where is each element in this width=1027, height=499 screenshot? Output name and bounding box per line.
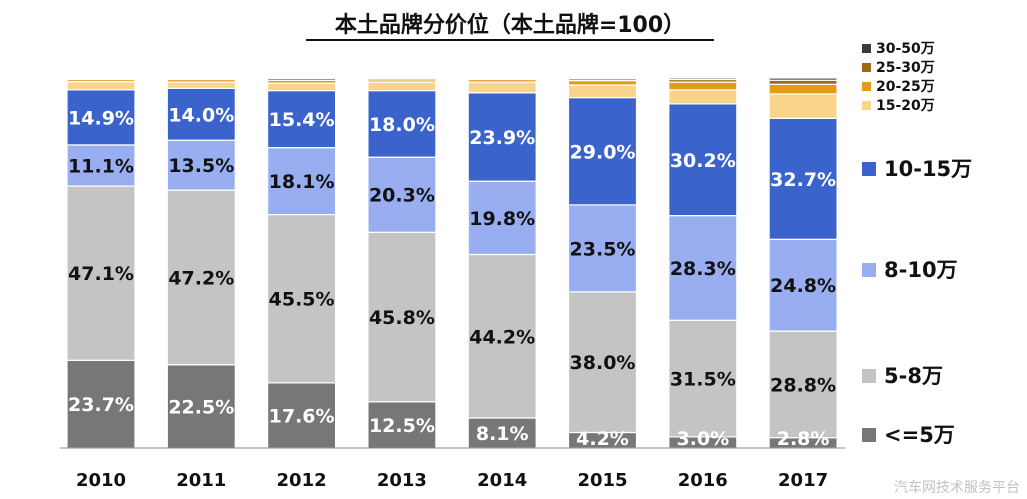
bar-segment-2017-15-20 [769, 94, 837, 118]
x-axis-tick-labels: 2010 2011 2012 2013 2014 2015 2016 2017 [76, 470, 828, 491]
data-label-2015-8-10: 23.5% [570, 238, 636, 260]
legend-label-15-20: 15-20万 [876, 98, 935, 114]
chart-title: 本土品牌分价位（本土品牌=100） [335, 12, 685, 38]
data-label-2016-10-15: 30.2% [670, 150, 736, 172]
bar-segment-2017-30-50 [769, 78, 837, 80]
bar-segment-2015-20-25 [569, 81, 637, 85]
bar-segment-2014-15-20 [468, 82, 536, 93]
x-tick-2015: 2015 [577, 470, 627, 491]
data-label-2011-5-8: 47.2% [168, 267, 234, 289]
data-label-2015-5-8: 38.0% [570, 352, 636, 374]
data-label-2017-10-15: 32.7% [770, 169, 836, 191]
data-label-2014-10-15: 23.9% [469, 127, 535, 149]
data-label-2013-le5: 12.5% [369, 415, 435, 437]
data-label-2010-5-8: 47.1% [68, 263, 134, 285]
data-label-2013-10-15: 18.0% [369, 114, 435, 136]
data-label-2010-10-15: 14.9% [68, 107, 134, 129]
bar-segment-2015-30-50 [569, 78, 637, 79]
data-label-2016-le5: 3.0% [676, 428, 729, 450]
x-tick-2017: 2017 [778, 470, 828, 491]
bar-segment-2016-15-20 [669, 90, 737, 104]
legend: 30-50万 25-30万 20-25万 15-20万 10-15万 8-10万 5-8万 <… [862, 41, 972, 447]
legend-label-8-10: 8-10万 [884, 258, 958, 282]
bar-segment-2010-15-20 [67, 82, 135, 90]
legend-swatch-20-25 [862, 82, 871, 91]
data-label-2012-5-8: 45.5% [269, 289, 335, 311]
bar-segment-2017-20-25 [769, 84, 837, 94]
bar-segment-2013-15-20 [368, 82, 436, 91]
bar-segment-2011-15-20 [167, 82, 235, 88]
data-label-2013-5-8: 45.8% [369, 307, 435, 329]
bar-segment-2017-25-30 [769, 80, 837, 84]
legend-swatch-15-20 [862, 101, 871, 110]
data-label-2010-le5: 23.7% [68, 394, 134, 416]
x-tick-2016: 2016 [678, 470, 728, 491]
watermark: 汽车网技术服务平台 [894, 479, 1020, 494]
data-label-2012-10-15: 15.4% [269, 109, 335, 131]
data-label-2017-le5: 2.8% [777, 428, 830, 450]
legend-label-5-8: 5-8万 [884, 364, 943, 388]
x-tick-2014: 2014 [477, 470, 527, 491]
legend-swatch-10-15 [862, 162, 876, 176]
data-label-2011-10-15: 14.0% [168, 104, 234, 126]
legend-swatch-le5 [862, 428, 876, 442]
data-label-2012-le5: 17.6% [269, 405, 335, 427]
x-tick-2011: 2011 [176, 470, 226, 491]
legend-label-30-50: 30-50万 [876, 41, 935, 57]
bar-segment-2012-15-20 [268, 83, 336, 90]
bar-segment-2016-20-25 [669, 82, 737, 90]
data-label-2014-8-10: 19.8% [469, 208, 535, 230]
data-label-2012-8-10: 18.1% [269, 171, 335, 193]
legend-swatch-30-50 [862, 44, 871, 53]
data-label-2013-8-10: 20.3% [369, 185, 435, 207]
data-label-2016-8-10: 28.3% [670, 258, 736, 280]
data-label-2017-8-10: 24.8% [770, 275, 836, 297]
data-label-2014-5-8: 44.2% [469, 326, 535, 348]
legend-swatch-25-30 [862, 63, 871, 72]
legend-label-20-25: 20-25万 [876, 79, 935, 95]
data-label-2010-8-10: 11.1% [68, 156, 134, 178]
data-label-2011-le5: 22.5% [168, 396, 234, 418]
x-tick-2010: 2010 [76, 470, 126, 491]
data-label-2017-5-8: 28.8% [770, 374, 836, 396]
data-label-2014-le5: 8.1% [476, 423, 529, 445]
data-label-2016-5-8: 31.5% [670, 369, 736, 391]
legend-swatch-8-10 [862, 263, 876, 277]
legend-label-le5: <=5万 [884, 423, 955, 447]
data-label-2011-8-10: 13.5% [168, 155, 234, 177]
legend-label-25-30: 25-30万 [876, 60, 935, 76]
data-label-2015-le5: 4.2% [576, 428, 629, 450]
legend-label-10-15: 10-15万 [884, 157, 972, 181]
x-tick-2013: 2013 [377, 470, 427, 491]
bar-segment-2015-15-20 [569, 85, 637, 98]
bar-segment-2016-30-50 [669, 78, 737, 80]
legend-swatch-5-8 [862, 369, 876, 383]
x-tick-2012: 2012 [277, 470, 327, 491]
data-label-2015-10-15: 29.0% [570, 141, 636, 163]
